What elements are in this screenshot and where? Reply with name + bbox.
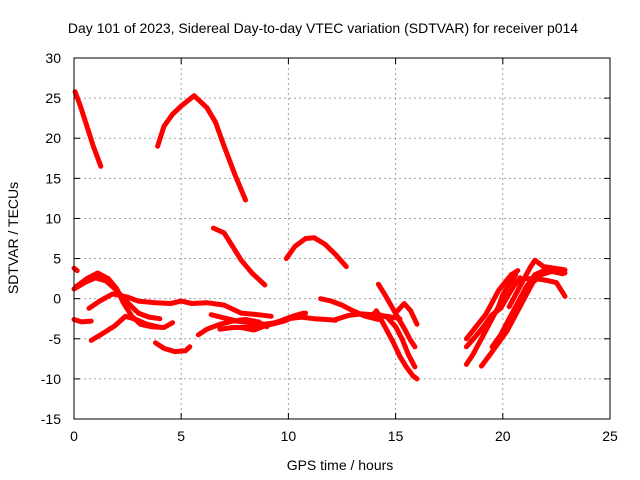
series-arc-b [155, 93, 248, 203]
plot-frame [73, 57, 611, 420]
series-arc-t [375, 281, 418, 350]
y-tick-label: -15 [41, 411, 61, 427]
series-arc-r [371, 310, 418, 370]
y-tick-label: 0 [53, 291, 61, 307]
chart-title: Day 101 of 2023, Sidereal Day-to-day VTE… [68, 20, 578, 36]
series-arc-s [373, 308, 420, 382]
series-arc-i [71, 317, 94, 325]
series-arc-k [153, 340, 193, 355]
x-tick-label: 10 [281, 428, 297, 444]
y-tick-label: -10 [41, 371, 61, 387]
series-arc-x [463, 275, 523, 350]
x-tick-label: 15 [388, 428, 404, 444]
x-axis-label: GPS time / hours [287, 457, 394, 473]
series-arc-j [88, 313, 161, 343]
grid-lines [74, 58, 610, 419]
y-tick-label: 20 [45, 130, 61, 146]
y-tick-label: 30 [45, 50, 61, 66]
x-tick-label: 0 [70, 428, 78, 444]
y-tick-label: 15 [45, 170, 61, 186]
y-tick-label: -5 [49, 331, 62, 347]
series-arc-aa [506, 257, 568, 310]
series-arc-d [283, 235, 349, 270]
y-tick-label: 25 [45, 90, 61, 106]
series-arc-w [463, 268, 521, 342]
series-arc-y [478, 268, 566, 369]
series-arc-o [238, 310, 306, 333]
series-arc-h [86, 291, 274, 319]
series-arc-a [72, 89, 104, 169]
x-tick-label: 25 [602, 428, 618, 444]
y-tick-label: 10 [45, 210, 61, 226]
x-tick-label: 20 [495, 428, 511, 444]
series-arc-c [210, 225, 268, 288]
series-arc-ab [511, 276, 568, 299]
y-axis-label: SDTVAR / TECUs [5, 182, 21, 294]
y-tick-label: 5 [53, 251, 61, 267]
series-arc-f [71, 275, 163, 322]
x-tick-label: 5 [177, 428, 185, 444]
data-series [71, 89, 568, 382]
series-arc-e [71, 265, 80, 274]
series-arc-p [318, 296, 381, 322]
series-arc-u [395, 301, 420, 327]
